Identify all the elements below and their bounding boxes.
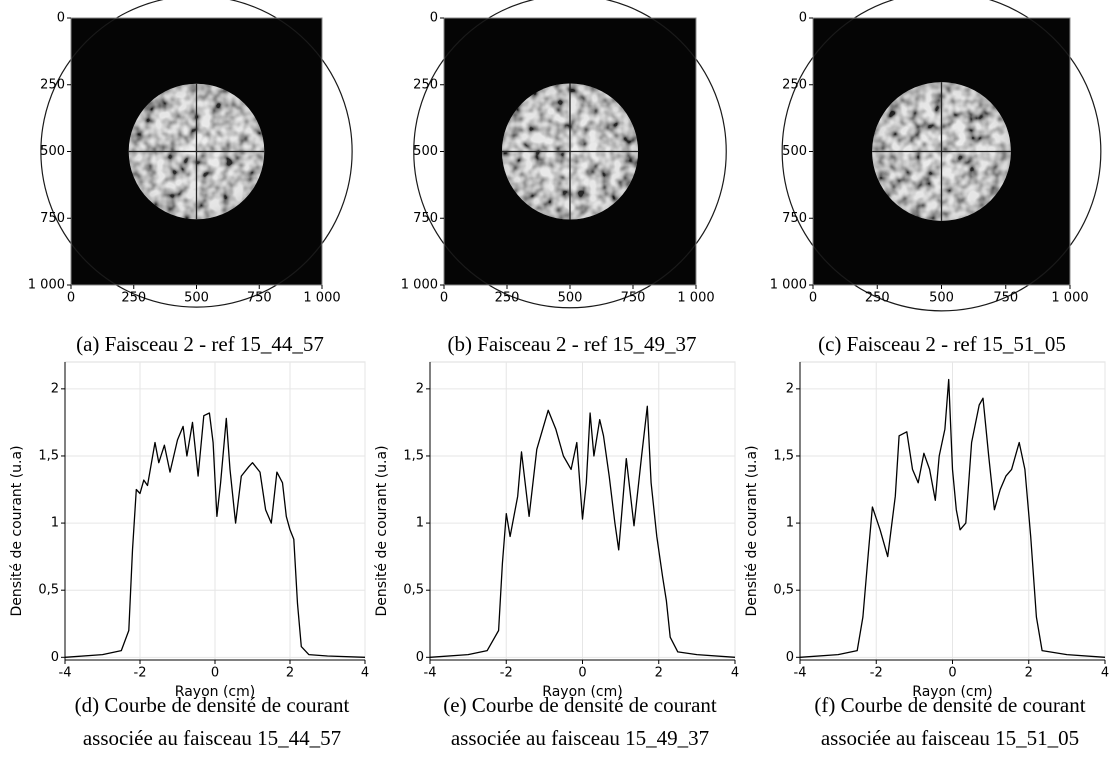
x-axis-label: Rayon (cm) bbox=[542, 684, 622, 700]
y-tick-label: 1,5 bbox=[403, 448, 424, 463]
y-tick-label: 1 bbox=[416, 516, 424, 531]
caption: (c) Faisceau 2 - ref 15_51_05 bbox=[818, 332, 1066, 356]
x-tick-label: -2 bbox=[500, 666, 513, 681]
y-tick-label: 0 bbox=[430, 11, 438, 26]
x-tick-label: 0 bbox=[211, 666, 219, 681]
x-tick-label: 0 bbox=[948, 666, 956, 681]
caption: (a) Faisceau 2 - ref 15_44_57 bbox=[76, 332, 324, 356]
y-tick-label: 750 bbox=[40, 211, 65, 226]
x-tick-label: 2 bbox=[1025, 666, 1033, 681]
y-axis-label: Densité de courant (u.a) bbox=[744, 445, 760, 616]
x-tick-label: 4 bbox=[1101, 666, 1109, 681]
caption: (e) Courbe de densité de courant bbox=[443, 693, 717, 717]
x-tick-label: 250 bbox=[495, 291, 520, 306]
x-tick-label: 2 bbox=[655, 666, 663, 681]
x-tick-label: 250 bbox=[865, 291, 890, 306]
x-tick-label: 500 bbox=[929, 291, 954, 306]
x-tick-label: -4 bbox=[794, 666, 807, 681]
outer-ring bbox=[781, 0, 1102, 312]
x-tick-label: 4 bbox=[361, 666, 369, 681]
y-tick-label: 0,5 bbox=[403, 583, 424, 598]
caption: associée au faisceau 15_44_57 bbox=[83, 726, 341, 750]
y-tick-label: 250 bbox=[413, 77, 438, 92]
y-tick-label: 0 bbox=[786, 650, 794, 665]
y-tick-label: 1 000 bbox=[770, 278, 807, 293]
x-tick-label: 1 000 bbox=[677, 291, 714, 306]
y-tick-label: 0 bbox=[799, 11, 807, 26]
y-tick-label: 750 bbox=[413, 211, 438, 226]
caption: (f) Courbe de densité de courant bbox=[814, 693, 1085, 717]
x-tick-label: -2 bbox=[134, 666, 147, 681]
y-tick-label: 2 bbox=[416, 381, 424, 396]
x-tick-label: 250 bbox=[121, 291, 146, 306]
x-tick-label: -2 bbox=[870, 666, 883, 681]
x-tick-label: 0 bbox=[440, 291, 448, 306]
y-axis-label: Densité de courant (u.a) bbox=[374, 445, 390, 616]
y-tick-label: 0 bbox=[51, 650, 59, 665]
x-tick-label: 0 bbox=[809, 291, 817, 306]
x-tick-label: 750 bbox=[993, 291, 1018, 306]
outer-ring bbox=[40, 0, 353, 308]
density-curve bbox=[64, 412, 366, 658]
y-tick-label: 1,5 bbox=[773, 448, 794, 463]
y-tick-label: 0,5 bbox=[38, 583, 59, 598]
x-tick-label: 0 bbox=[578, 666, 586, 681]
y-tick-label: 1 bbox=[51, 516, 59, 531]
y-tick-label: 250 bbox=[40, 77, 65, 92]
y-axis-label: Densité de courant (u.a) bbox=[9, 445, 25, 616]
y-tick-label: 1 000 bbox=[401, 278, 438, 293]
y-tick-label: 0 bbox=[416, 650, 424, 665]
density-curve bbox=[429, 405, 736, 658]
y-tick-label: 2 bbox=[51, 381, 59, 396]
x-tick-label: 1 000 bbox=[303, 291, 340, 306]
y-tick-label: 1,5 bbox=[38, 448, 59, 463]
y-tick-label: 500 bbox=[40, 144, 65, 159]
density-curve bbox=[799, 378, 1106, 658]
y-tick-label: 0 bbox=[57, 11, 65, 26]
y-tick-label: 1 bbox=[786, 516, 794, 531]
x-axis-label: Rayon (cm) bbox=[175, 684, 255, 700]
x-tick-label: 4 bbox=[731, 666, 739, 681]
y-tick-label: 500 bbox=[782, 144, 807, 159]
x-tick-label: 1 000 bbox=[1051, 291, 1088, 306]
x-axis-label: Rayon (cm) bbox=[912, 684, 992, 700]
x-tick-label: -4 bbox=[59, 666, 72, 681]
x-tick-label: 500 bbox=[558, 291, 583, 306]
y-tick-label: 2 bbox=[786, 381, 794, 396]
y-tick-label: 1 000 bbox=[28, 278, 65, 293]
x-tick-label: 0 bbox=[67, 291, 75, 306]
outer-ring bbox=[413, 0, 727, 309]
x-tick-label: 2 bbox=[286, 666, 294, 681]
y-tick-label: 250 bbox=[782, 77, 807, 92]
x-tick-label: 500 bbox=[184, 291, 209, 306]
x-tick-label: -4 bbox=[424, 666, 437, 681]
caption: associée au faisceau 15_49_37 bbox=[451, 726, 709, 750]
x-tick-label: 750 bbox=[621, 291, 646, 306]
caption: (d) Courbe de densité de courant bbox=[75, 693, 350, 717]
caption: associée au faisceau 15_51_05 bbox=[821, 726, 1079, 750]
caption: (b) Faisceau 2 - ref 15_49_37 bbox=[447, 332, 696, 356]
y-tick-label: 0,5 bbox=[773, 583, 794, 598]
x-tick-label: 750 bbox=[247, 291, 272, 306]
y-tick-label: 500 bbox=[413, 144, 438, 159]
y-tick-label: 750 bbox=[782, 211, 807, 226]
